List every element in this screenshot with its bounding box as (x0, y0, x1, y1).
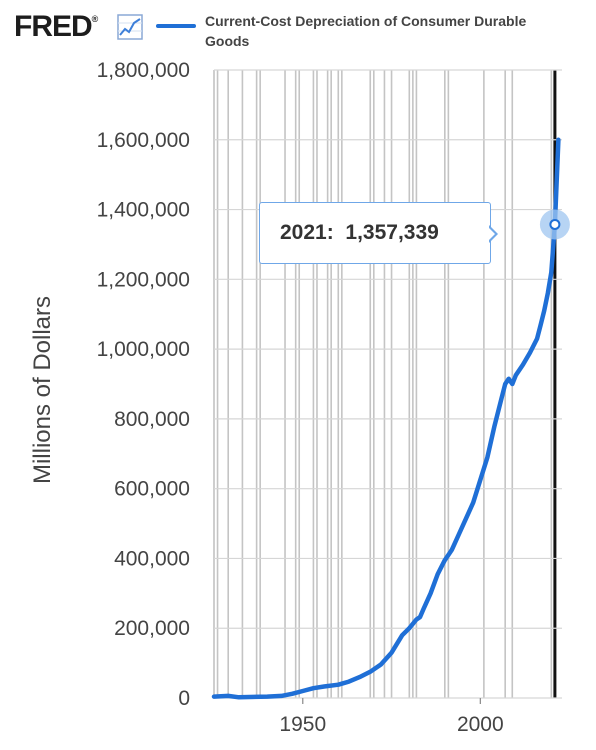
data-tooltip: 2021: 1,357,339 (259, 202, 491, 264)
y-tick-label: 1,800,000 (97, 59, 190, 82)
line-graph-icon (117, 14, 143, 40)
chart-header: FRED® Current-Cost Depreciation of Consu… (0, 0, 596, 56)
tooltip-text: 2021: 1,357,339 (280, 221, 439, 245)
y-axis-label: Millions of Dollars (29, 296, 56, 484)
y-axis-ticks: 0 200,000 400,000 600,000 800,000 1,000,000 1,… (97, 59, 190, 710)
highlight-marker-layer[interactable] (539, 209, 570, 240)
x-tick-label: 1950 (279, 713, 326, 736)
y-tick-label: 1,400,000 (97, 199, 190, 222)
y-tick-label: 200,000 (114, 617, 190, 640)
fred-logo-text: FRED (14, 10, 93, 43)
tooltip-value: 1,357,339 (345, 221, 439, 244)
y-tick-label: 1,200,000 (97, 268, 190, 291)
y-tick-label: 800,000 (114, 408, 190, 431)
fred-logo-registered-mark: ® (91, 14, 99, 24)
y-tick-label: 600,000 (114, 478, 190, 501)
tooltip-arrow-inner (488, 227, 495, 241)
x-axis-ticks: 1950 2000 (279, 698, 504, 736)
legend-swatch (156, 24, 196, 28)
series-layer (211, 137, 561, 700)
y-tick-label: 1,600,000 (97, 129, 190, 152)
legend-label: Current-Cost Depreciation of Consumer Du… (205, 13, 527, 49)
fred-logo[interactable]: FRED® (14, 10, 99, 44)
x-tick-label: 2000 (457, 713, 504, 736)
tooltip-year: 2021: (280, 221, 334, 244)
y-tick-label: 400,000 (114, 547, 190, 570)
y-tick-label: 1,000,000 (97, 338, 190, 361)
highlight-point[interactable] (549, 218, 561, 230)
y-tick-label: 0 (178, 687, 190, 710)
series-line (211, 137, 561, 700)
